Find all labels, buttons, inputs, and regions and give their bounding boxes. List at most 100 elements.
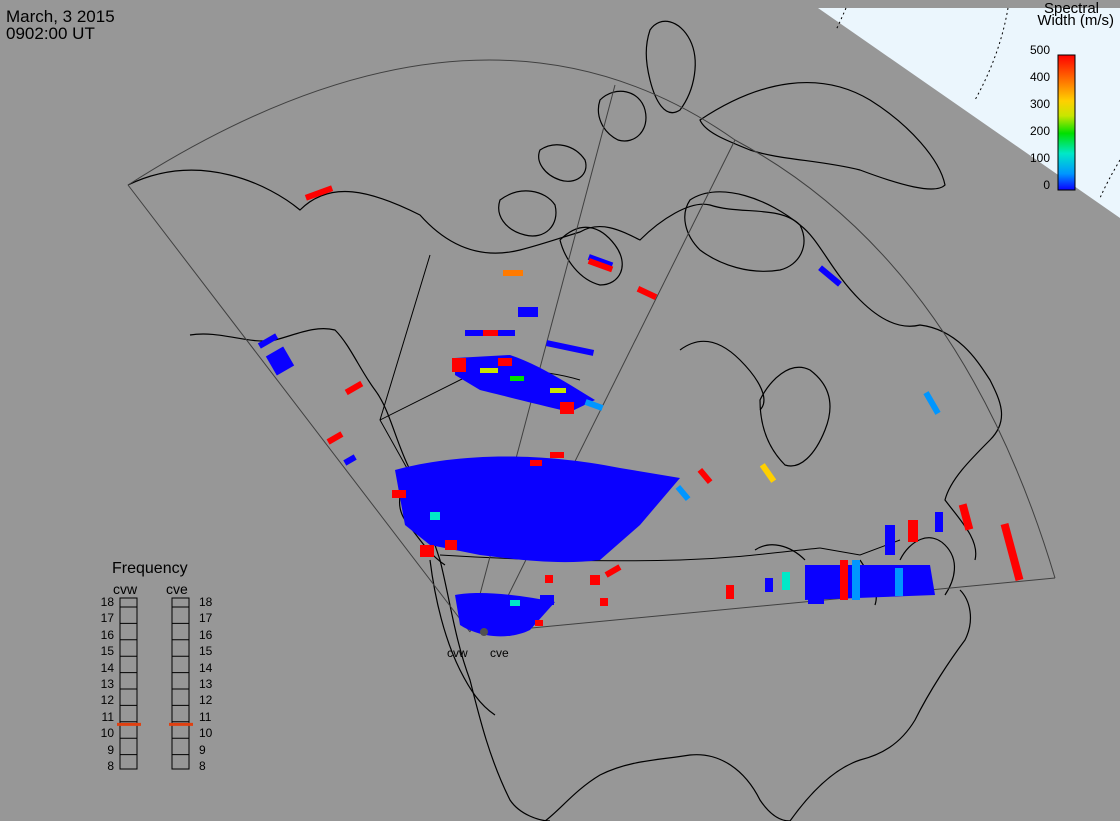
echo-cell	[510, 600, 520, 606]
echo-cell	[530, 460, 542, 466]
echo-cell	[840, 560, 848, 600]
echo-cell	[545, 575, 553, 583]
frequency-tick-label: 11	[199, 709, 212, 724]
colorbar	[1057, 54, 1076, 191]
echo-cell	[697, 467, 713, 485]
frequency-box-cve	[171, 597, 190, 770]
echo-cell	[257, 333, 279, 349]
echo-cell	[808, 582, 824, 604]
frequency-tick-label: 10	[199, 726, 213, 741]
echo-cell	[560, 402, 574, 414]
echo-cell	[636, 286, 658, 300]
colorbar-tick-label: 500	[1029, 43, 1050, 57]
frequency-tick-label: 14	[199, 660, 213, 675]
radar-name-cve: cve	[166, 581, 188, 597]
echo-cell	[343, 454, 357, 466]
site-label-cvw: cvw	[447, 646, 468, 660]
echo-cell	[503, 270, 523, 276]
echo-region-main	[395, 456, 680, 563]
frequency-tick-label: 18	[199, 595, 213, 609]
frequency-tick-label: 12	[199, 693, 213, 708]
echo-cell	[483, 330, 498, 336]
echo-cell	[590, 575, 600, 585]
echo-cell	[958, 503, 974, 531]
frequency-tick-label: 18	[100, 595, 114, 609]
echo-cell	[885, 525, 895, 555]
echo-cell	[852, 560, 860, 600]
echo-cell	[304, 185, 334, 201]
frequency-tick-label: 12	[100, 693, 114, 708]
echo-region-east	[805, 565, 935, 600]
frequency-tick-label: 16	[100, 627, 114, 642]
frequency-tick-label: 15	[100, 644, 114, 659]
echo-cell	[604, 564, 622, 578]
echo-cell	[430, 512, 440, 520]
echo-cell	[392, 490, 406, 498]
echo-cell	[540, 595, 554, 605]
echo-cell	[535, 620, 543, 626]
frequency-title: Frequency	[112, 560, 188, 577]
colorbar-tick-label: 0	[1043, 178, 1050, 192]
echo-cell	[452, 358, 466, 372]
echo-cell	[908, 520, 918, 542]
frequency-tick-label: 17	[100, 611, 114, 626]
echo-cell	[518, 307, 538, 317]
frequency-tick-label: 17	[199, 611, 213, 626]
colorbar-units: Width (m/s)	[1037, 12, 1114, 29]
frequency-tick-label: 15	[199, 644, 213, 659]
polar-cap-region	[818, 8, 1120, 218]
radar-site-marker	[480, 628, 488, 636]
frequency-box-cvw	[119, 597, 138, 770]
frequency-grid	[120, 606, 189, 756]
frequency-tick-label: 8	[199, 759, 206, 773]
colorbar-tick-label: 400	[1029, 70, 1050, 84]
echo-cell	[584, 399, 604, 411]
frequency-tick-label: 11	[101, 709, 114, 724]
echo-cell	[420, 545, 434, 557]
echo-cell	[326, 431, 344, 445]
colorbar-tick-label: 200	[1029, 124, 1050, 138]
echo-cell	[935, 512, 943, 532]
echo-cell	[587, 258, 614, 273]
echo-cell	[782, 572, 790, 590]
frequency-tick-label: 9	[107, 742, 114, 757]
echo-cell	[818, 265, 842, 287]
colorbar-title: Spectral	[1043, 0, 1099, 17]
echo-cell	[550, 388, 566, 393]
frequency-panel-boxes	[117, 597, 193, 770]
frequency-tick-label: 13	[100, 677, 114, 691]
frequency-tick-label: 16	[199, 627, 213, 642]
echo-cell	[765, 578, 773, 592]
echo-cell	[480, 368, 498, 373]
echo-cell	[1000, 522, 1024, 582]
frequency-tick-label: 13	[199, 677, 213, 691]
radar-name-cvw: cvw	[113, 581, 138, 597]
site-label-cve: cve	[490, 646, 509, 660]
date-label: March, 3 2015	[6, 7, 115, 26]
colorbar-tick-label: 300	[1029, 97, 1050, 111]
echo-region-near-radar	[455, 592, 555, 637]
frequency-tick-label: 14	[100, 660, 114, 675]
radar-echoes	[257, 185, 1024, 637]
echo-cell	[550, 452, 564, 458]
colorbar-tick-label: 100	[1029, 151, 1050, 165]
echo-cell	[726, 585, 734, 599]
echo-cell	[344, 380, 364, 396]
echo-cell	[510, 376, 524, 381]
echo-cell	[759, 463, 777, 483]
frequency-tick-label: 8	[107, 759, 114, 773]
frequency-tick-label: 10	[100, 726, 114, 741]
frequency-tick-label: 9	[199, 742, 206, 757]
echo-cell	[600, 598, 608, 606]
colorbar-gradient	[1057, 54, 1076, 191]
echo-cell	[265, 346, 295, 376]
echo-cell	[923, 391, 941, 415]
echo-cell	[445, 540, 457, 550]
time-label: 0902:00 UT	[6, 24, 95, 43]
echo-cell	[545, 340, 595, 356]
echo-cell	[895, 568, 903, 596]
echo-cell	[498, 358, 512, 366]
echo-cell	[675, 484, 691, 502]
